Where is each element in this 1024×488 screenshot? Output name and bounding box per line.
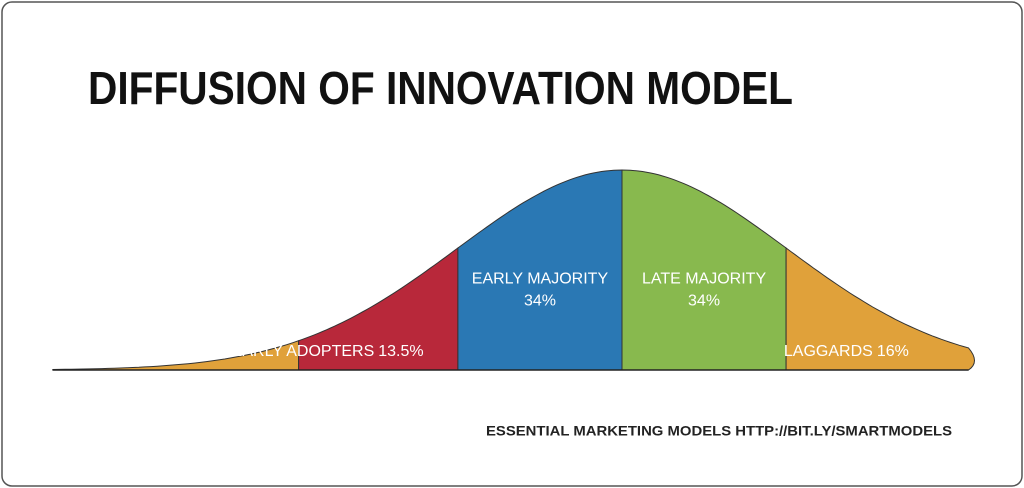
segment [298, 247, 459, 371]
segment [621, 169, 787, 371]
value-label: 34% [524, 293, 556, 310]
segment-label: EARLY MAJORITY [472, 271, 609, 288]
segment-label: LAGGARDS [784, 343, 873, 360]
segment [52, 339, 300, 371]
value-label: 2.5% [176, 343, 212, 360]
chart-title: DIFFUSION OF INNOVATION MODEL [88, 62, 793, 114]
segment [457, 169, 623, 371]
segment-label: INNOVATORS [69, 343, 172, 360]
segment-label: LATE MAJORITY [642, 271, 766, 288]
segment [785, 246, 975, 371]
value-label: 34% [688, 293, 720, 310]
source-note: ESSENTIAL MARKETING MODELS HTTP://BIT.LY… [486, 423, 952, 439]
value-label: 16% [877, 343, 909, 360]
value-label: 13.5% [378, 343, 423, 360]
segment-label: EARLY ADOPTERS [232, 343, 375, 360]
